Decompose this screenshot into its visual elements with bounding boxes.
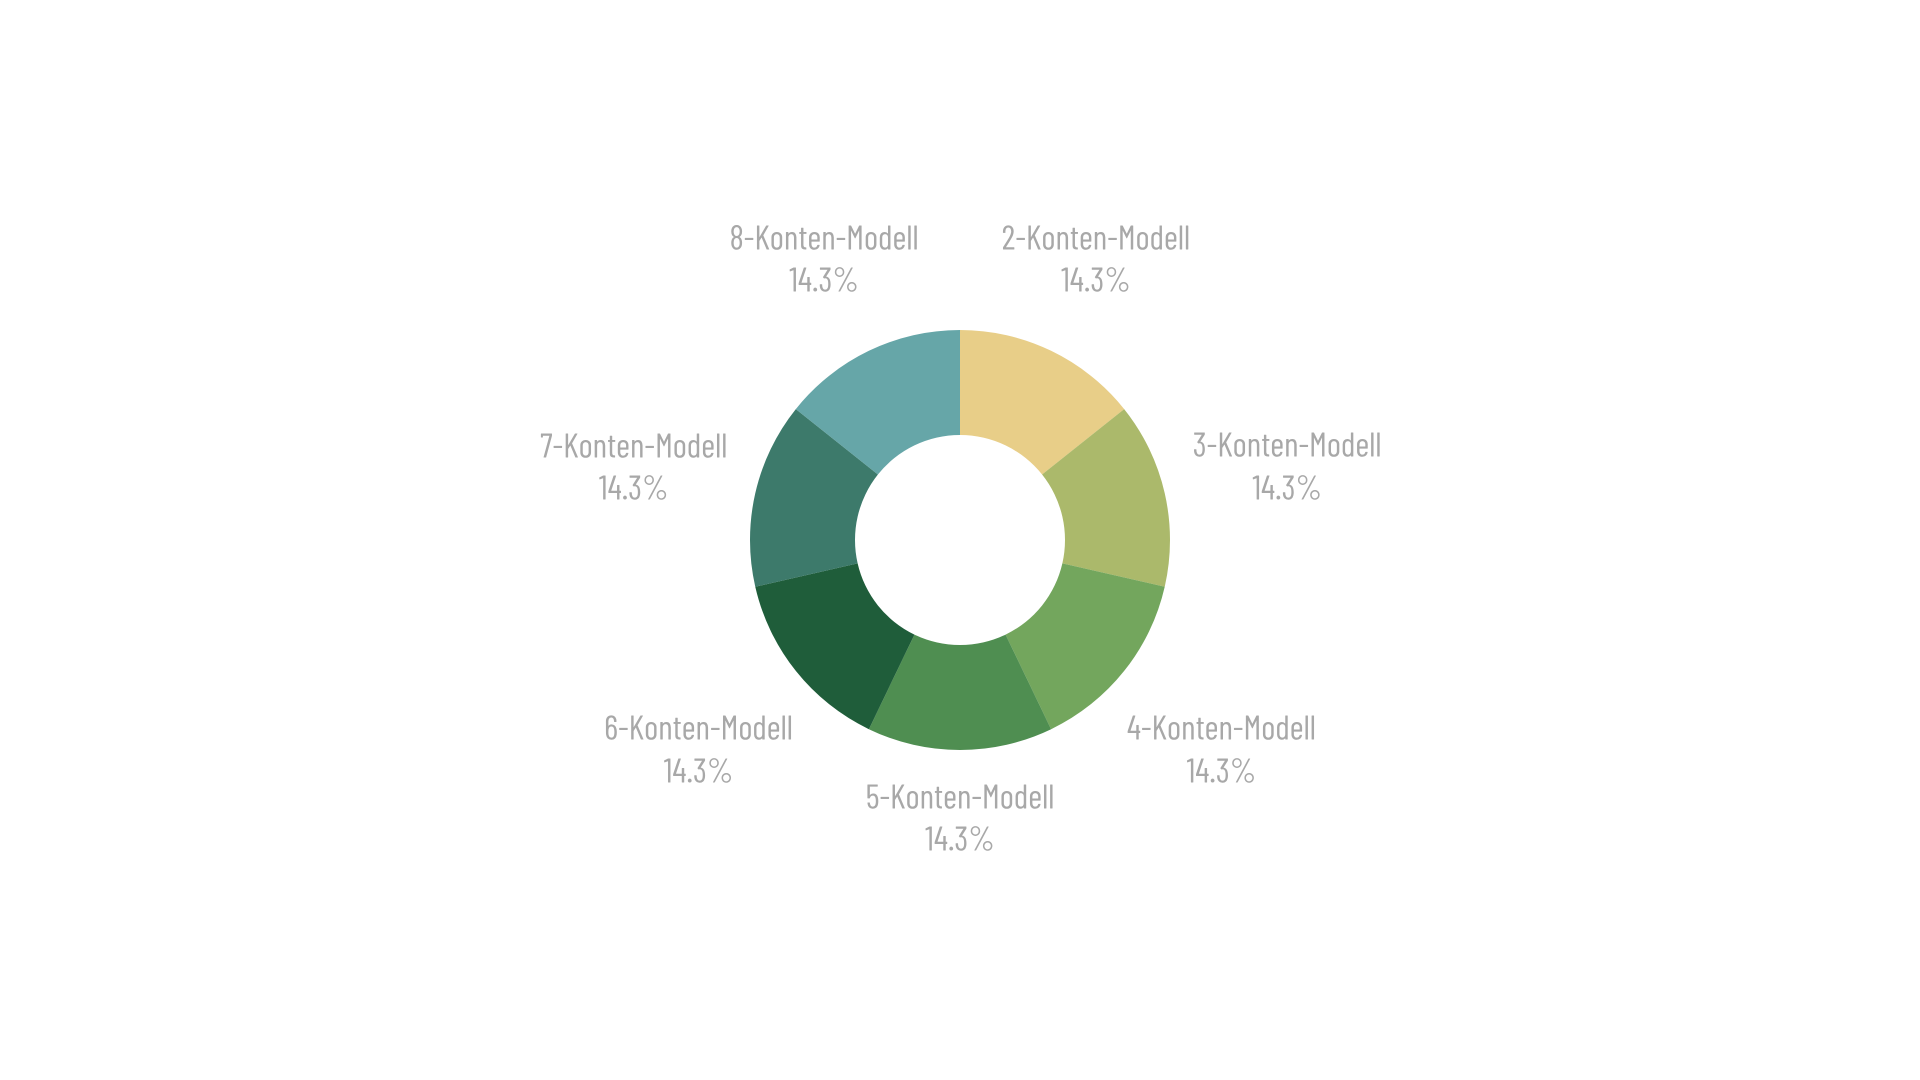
slice-label: 2-Konten-Modell14.3% (1002, 215, 1191, 300)
slice-label-name: 5-Konten-Modell (866, 774, 1055, 817)
slice-label-name: 8-Konten-Modell (729, 215, 918, 258)
slice-label-pct: 14.3% (729, 258, 918, 301)
slice-label-name: 2-Konten-Modell (1002, 215, 1191, 258)
slice-label-name: 3-Konten-Modell (1193, 423, 1382, 466)
slice-label: 5-Konten-Modell14.3% (866, 774, 1055, 859)
slice-label-pct: 14.3% (1127, 748, 1316, 791)
slice-label-pct: 14.3% (1193, 465, 1382, 508)
slice-label-pct: 14.3% (866, 817, 1055, 860)
slice-label-pct: 14.3% (1002, 258, 1191, 301)
slice-label-name: 6-Konten-Modell (604, 706, 793, 749)
donut-svg (0, 0, 1920, 1080)
slice-label-name: 7-Konten-Modell (540, 423, 727, 466)
donut-chart: 2-Konten-Modell14.3%3-Konten-Modell14.3%… (0, 0, 1920, 1080)
slice-label-pct: 14.3% (540, 466, 727, 509)
slice-label: 6-Konten-Modell14.3% (604, 706, 793, 791)
slice-label: 3-Konten-Modell14.3% (1193, 423, 1382, 508)
slice-label: 7-Konten-Modell14.3% (540, 423, 727, 508)
slice-label-pct: 14.3% (604, 748, 793, 791)
slice-label: 4-Konten-Modell14.3% (1127, 706, 1316, 791)
slice-label: 8-Konten-Modell14.3% (729, 215, 918, 300)
slice-label-name: 4-Konten-Modell (1127, 706, 1316, 749)
